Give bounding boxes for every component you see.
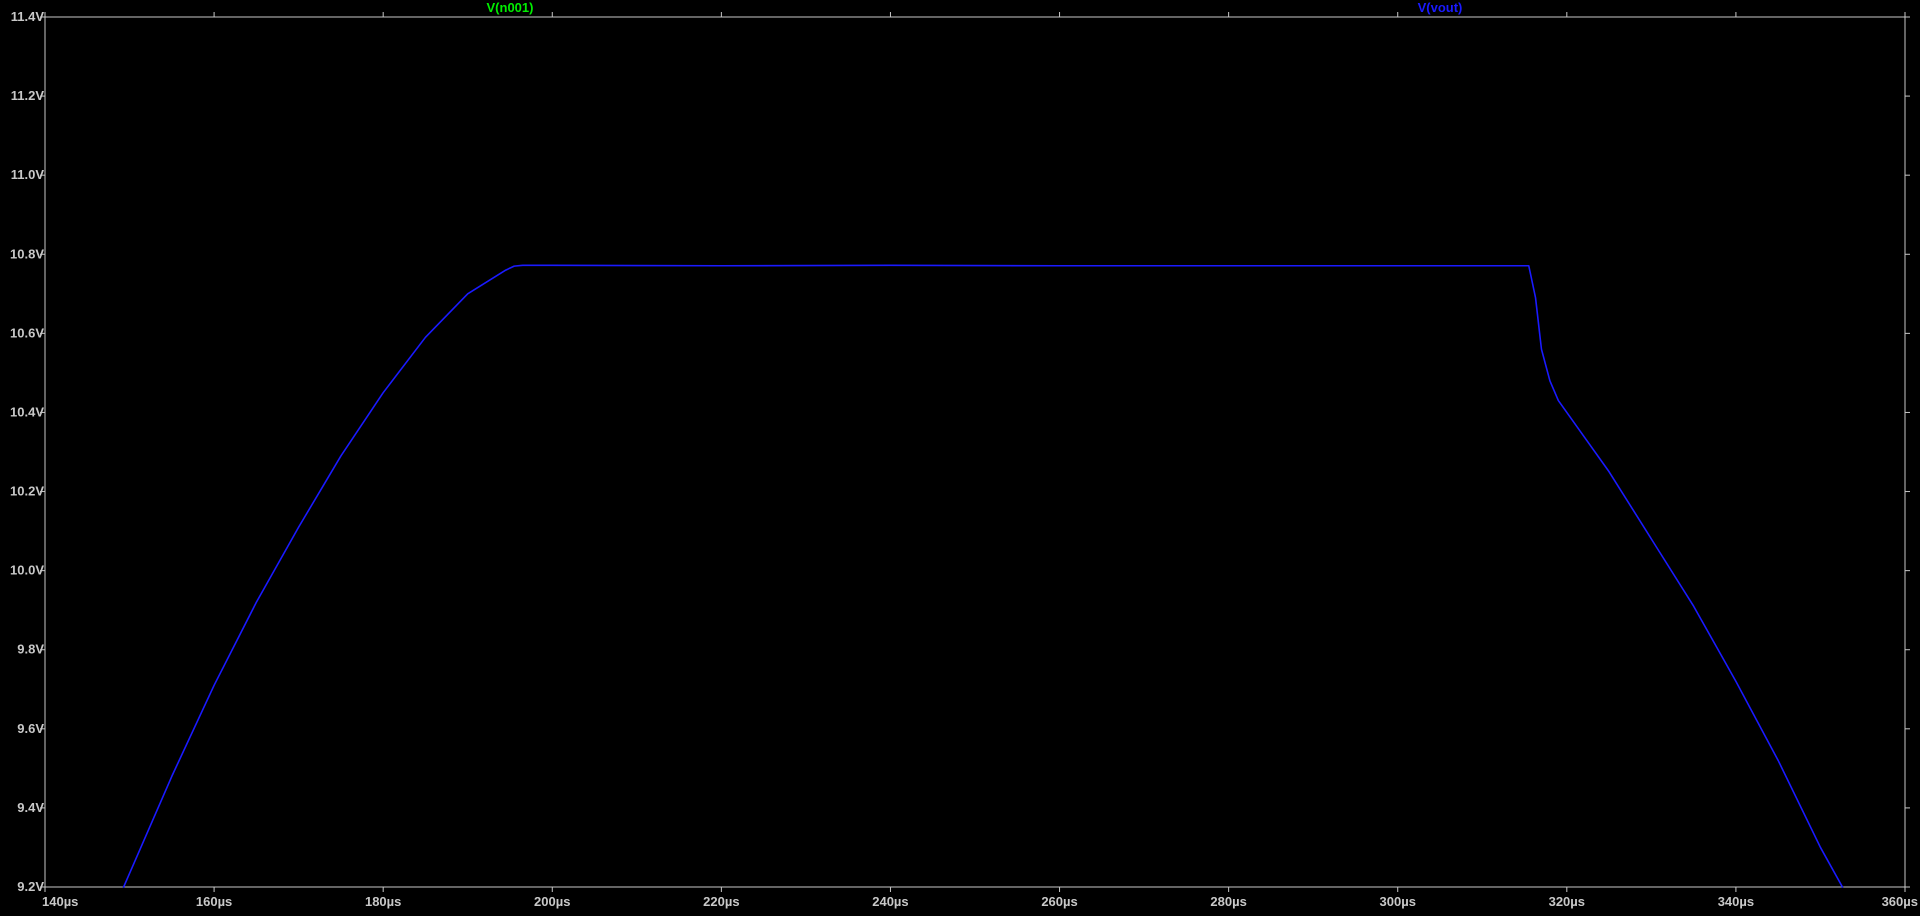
y-tick-label: 10.4V <box>10 404 44 419</box>
x-tick-label: 280µs <box>1210 894 1246 909</box>
y-tick-label: 11.4V <box>11 9 45 24</box>
y-tick-label: 10.8V <box>10 246 44 261</box>
x-tick-label: 360µs <box>1882 894 1918 909</box>
x-tick-label: 340µs <box>1718 894 1754 909</box>
y-tick-label: 10.6V <box>10 325 44 340</box>
series-line-vout <box>122 264 1844 888</box>
x-tick-label: 300µs <box>1380 894 1416 909</box>
trace-label[interactable]: V(n001) <box>487 0 534 15</box>
y-tick-label: 10.2V <box>10 484 44 499</box>
y-tick-label: 9.8V <box>17 642 44 657</box>
marks-layer: 9.2V 9.4V 9.6V 9.8V 10.0V 10.2V 10.4V 10.6V 10.8… <box>10 0 1918 909</box>
y-tick-label: 9.2V <box>17 879 44 894</box>
x-tick-label: 140µs <box>42 894 78 909</box>
trace-label[interactable]: V(vout) <box>1418 0 1463 15</box>
y-tick-label: 10.0V <box>10 563 44 578</box>
y-tick-label: 11.2V <box>11 88 45 103</box>
x-tick-label: 200µs <box>534 894 570 909</box>
y-tick-label: 9.4V <box>17 800 44 815</box>
x-tick-label: 260µs <box>1041 894 1077 909</box>
x-tick-label: 220µs <box>703 894 739 909</box>
x-tick-label: 320µs <box>1549 894 1585 909</box>
x-tick-label: 180µs <box>365 894 401 909</box>
plot-frame <box>44 16 1906 888</box>
x-tick-label: 240µs <box>872 894 908 909</box>
y-tick-label: 11.0V <box>11 167 45 182</box>
x-tick-label: 160µs <box>196 894 232 909</box>
y-tick-label: 9.6V <box>17 721 44 736</box>
